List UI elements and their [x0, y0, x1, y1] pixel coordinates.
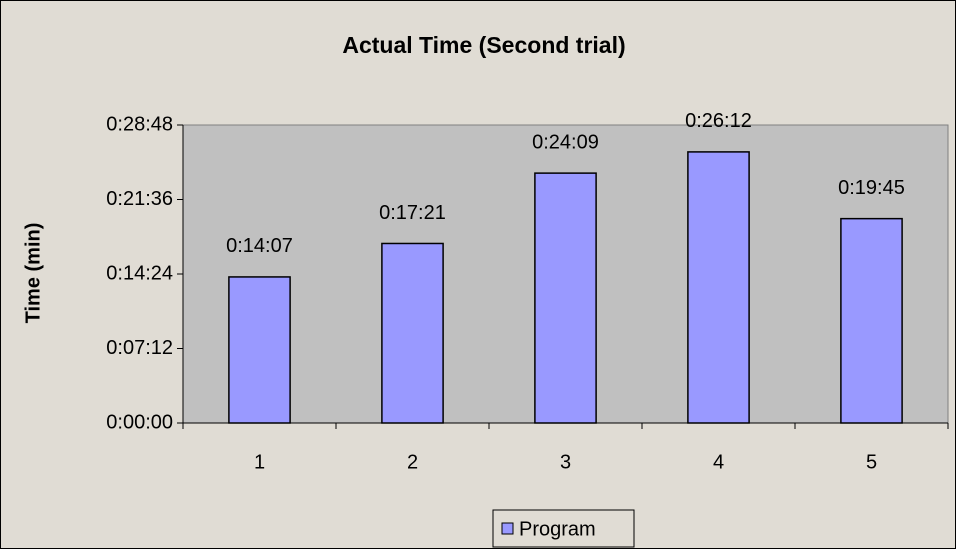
data-label: 0:26:12: [685, 110, 752, 132]
bar: [534, 172, 597, 424]
y-tick-label: 0:07:12: [106, 337, 173, 359]
y-tick-label: 0:00:00: [106, 411, 173, 433]
y-tick-label: 0:14:24: [106, 262, 173, 284]
data-label: 0:14:07: [226, 235, 293, 257]
x-tick-label: 4: [713, 451, 724, 473]
bar: [840, 217, 903, 424]
y-tick-label: 0:28:48: [106, 113, 173, 135]
bar: [687, 151, 750, 424]
data-label: 0:19:45: [838, 177, 905, 199]
x-tick-label: 1: [254, 451, 265, 473]
x-tick-label: 5: [866, 451, 877, 473]
data-label: 0:17:21: [379, 202, 446, 224]
bar: [381, 242, 444, 424]
y-axis-label: Time (min): [22, 223, 44, 324]
bar: [228, 276, 291, 424]
legend-label: Program: [519, 518, 596, 540]
y-tick-label: 0:21:36: [106, 188, 173, 210]
chart-title: Actual Time (Second trial): [342, 32, 625, 58]
data-label: 0:24:09: [532, 131, 599, 153]
legend-marker: [501, 522, 514, 535]
x-tick-label: 2: [407, 451, 418, 473]
x-tick-label: 3: [560, 451, 571, 473]
legend-box: [492, 509, 635, 548]
